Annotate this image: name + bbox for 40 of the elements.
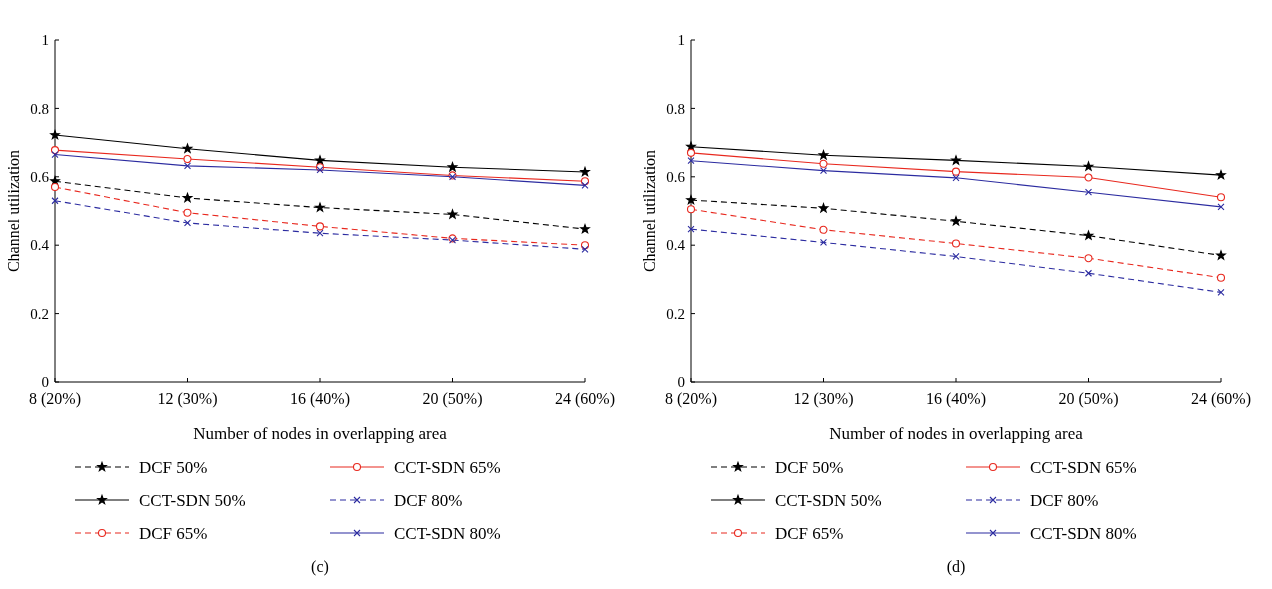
legend-label: DCF 80% (394, 490, 463, 510)
y-tick-label: 0.6 (30, 169, 50, 186)
legend-label: CCT-SDN 50% (139, 490, 246, 510)
legend-label: DCF 50% (139, 457, 208, 477)
y-tick-label: 0.2 (30, 305, 49, 322)
y-tick-label: 1 (677, 32, 685, 49)
legend-label: DCF 50% (775, 457, 844, 477)
y-tick-label: 0.4 (666, 237, 686, 254)
y-tick-label: 0 (677, 374, 685, 391)
legend-label: CCT-SDN 65% (1030, 457, 1137, 477)
legend-label: CCT-SDN 80% (1030, 523, 1137, 543)
y-tick-label: 0.8 (666, 100, 685, 117)
x-tick-label: 12 (30%) (793, 390, 854, 408)
text: (c) (311, 558, 329, 576)
legend-label: CCT-SDN 65% (394, 457, 501, 477)
x-tick-label: 20 (50%) (1058, 390, 1119, 408)
y-tick-label: 0 (41, 374, 49, 391)
legend-label: CCT-SDN 50% (775, 490, 882, 510)
legend-label: DCF 65% (775, 523, 844, 543)
x-tick-label: 16 (40%) (926, 390, 986, 408)
legend-label: DCF 65% (139, 523, 208, 543)
x-tick-label: 12 (30%) (157, 390, 218, 408)
y-tick-label: 0.8 (30, 100, 49, 117)
legend-label: CCT-SDN 80% (394, 523, 501, 543)
legend-label: DCF 80% (1030, 490, 1099, 510)
x-tick-label: 16 (40%) (290, 390, 350, 408)
y-axis-title: Channel utilization (641, 149, 658, 273)
y-tick-label: 0.2 (666, 305, 685, 322)
x-tick-label: 24 (60%) (1191, 390, 1251, 408)
y-tick-label: 0.4 (30, 237, 50, 254)
y-tick-label: 0.6 (666, 169, 686, 186)
x-axis-title: Number of nodes in overlapping area (829, 424, 1084, 443)
x-tick-label: 8 (20%) (665, 390, 717, 408)
text: (d) (946, 558, 966, 576)
y-axis-title: Channel utilization (5, 149, 22, 273)
x-tick-label: 24 (60%) (555, 390, 615, 408)
x-axis-title: Number of nodes in overlapping area (193, 424, 448, 443)
x-tick-label: 8 (20%) (29, 390, 81, 408)
x-tick-label: 20 (50%) (422, 390, 483, 408)
y-tick-label: 1 (41, 32, 49, 49)
